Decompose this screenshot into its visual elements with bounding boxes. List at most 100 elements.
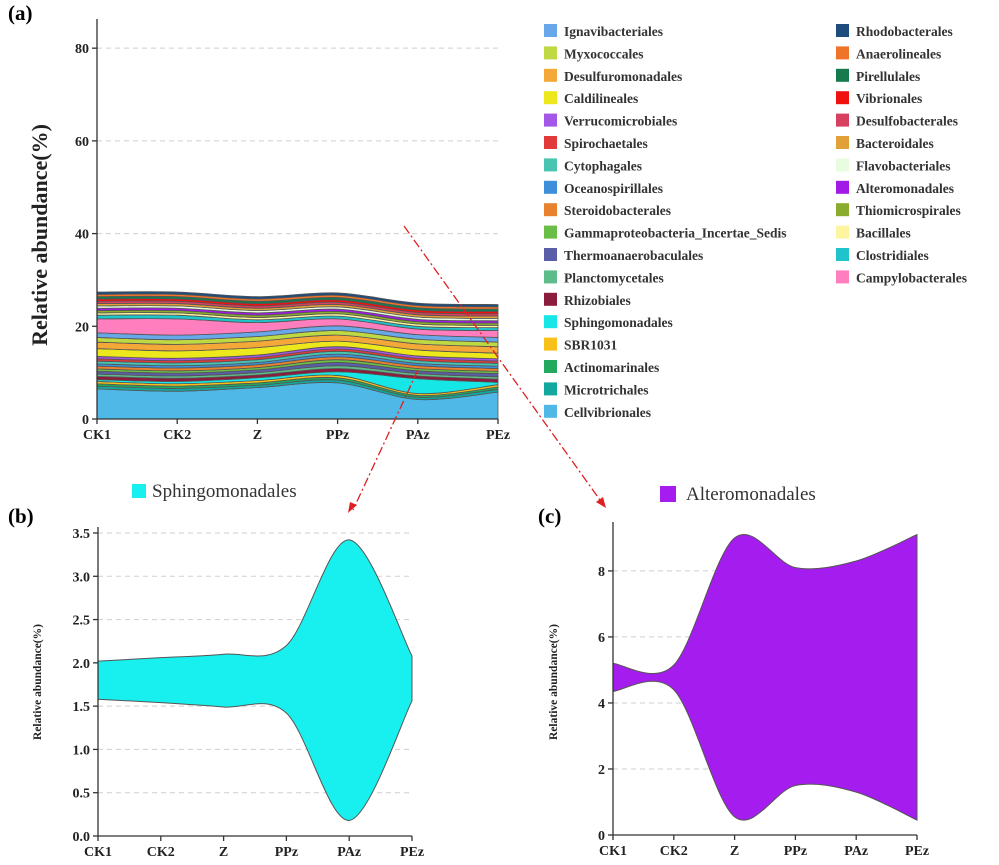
y-tick-label: 0 <box>598 829 605 844</box>
y-tick-label: 1.5 <box>73 700 91 715</box>
x-tick-label-paz: PAz <box>844 844 868 859</box>
chart-b-title-swatch <box>132 484 146 498</box>
x-tick-label-paz: PAz <box>337 845 361 860</box>
y-tick-label: 20 <box>75 320 89 335</box>
legend-label-vibrionales: Vibrionales <box>856 91 922 106</box>
y-tick-label: 2 <box>598 763 605 778</box>
legend-swatch-campylobacterales <box>836 270 849 284</box>
legend-swatch-verrucomicrobiales <box>544 113 557 127</box>
legend-swatch-planctomycetales <box>544 270 557 284</box>
legend-label-spirochaetales: Spirochaetales <box>564 136 648 151</box>
arrow-head-c <box>596 497 606 508</box>
arrow-to-panel-b <box>352 369 419 511</box>
legend-label-gammaproteobacteria-incertae-sedis: Gammaproteobacteria_Incertae_Sedis <box>564 226 786 241</box>
chart-b-title: Sphingomonadales <box>152 481 297 502</box>
legend-swatch-oceanospirillales <box>544 180 557 194</box>
chart-a-areas <box>96 291 499 420</box>
legend-label-alteromonadales: Alteromonadales <box>856 181 954 196</box>
y-tick-label: 1.0 <box>73 743 91 758</box>
x-tick-label-ppz: PPz <box>326 428 349 443</box>
stacked-area-chart-a: 0 20 40 60 80 CK1 CK2 Z PPz PAz PEz Relative abund… <box>27 19 510 443</box>
y-tick-label: 0.5 <box>73 787 91 802</box>
chart-b-axes: 0.0 0.5 1.0 1.5 2.0 2.5 3.0 3.5 CK1 CK2 Z PPz PAz PEz <box>73 527 424 860</box>
legend-swatch-rhodobacterales <box>836 24 849 37</box>
legend-label-rhodobacterales: Rhodobacterales <box>856 24 953 39</box>
legend-swatch-desulfobacterales <box>836 113 849 127</box>
chart-c-title: Alteromonadales <box>686 484 816 505</box>
band-chart-c: Alteromonadales 0 2 4 6 8 CK1 CK2 Z PPz PAz PEz Re… <box>548 484 929 859</box>
legend-swatch-myxococcales <box>544 46 557 60</box>
legend-label-steroidobacterales: Steroidobacterales <box>564 203 671 218</box>
legend-swatch-vibrionales <box>836 91 849 105</box>
y-tick-label: 6 <box>598 631 605 646</box>
callout-arrows <box>348 225 606 513</box>
legend-swatch-actinomarinales <box>544 360 557 373</box>
panel-c-label: (c) <box>538 504 561 528</box>
legend-label-oceanospirillales: Oceanospirillales <box>564 181 663 196</box>
x-tick-label-pez: PEz <box>400 845 424 860</box>
legend-swatch-sbr1031 <box>544 337 557 351</box>
arrow-head-b <box>348 502 357 513</box>
legend-swatch-bacillales <box>836 225 849 239</box>
legend-swatch-rhizobiales <box>544 292 557 306</box>
legend-label-campylobacterales: Campylobacterales <box>856 270 967 285</box>
legend-swatch-flavobacteriales <box>836 158 849 172</box>
y-tick-label: 2.5 <box>73 614 91 629</box>
legend-swatch-caldilineales <box>544 91 557 105</box>
x-tick-label-ck1: CK1 <box>84 845 112 860</box>
x-tick-label-ppz: PPz <box>784 844 807 859</box>
chart-a-grid <box>97 47 498 327</box>
x-tick-label-ck2: CK2 <box>163 428 191 443</box>
y-tick-label: 0.0 <box>73 830 91 845</box>
band-alteromonadales <box>612 533 918 821</box>
legend-label-clostridiales: Clostridiales <box>856 248 929 263</box>
x-tick-label-z: Z <box>219 845 228 860</box>
legend-label-verrucomicrobiales: Verrucomicrobiales <box>564 114 677 129</box>
legend-swatch-steroidobacterales <box>544 203 557 217</box>
legend-label-desulfuromonadales: Desulfuromonadales <box>564 69 682 84</box>
legend-label-myxococcales: Myxococcales <box>564 46 643 61</box>
chart-c-axes: 0 2 4 6 8 CK1 CK2 Z PPz PAz PEz <box>598 522 929 859</box>
legend-swatch-pirellulales <box>836 68 849 82</box>
legend-label-pirellulales: Pirellulales <box>856 69 920 84</box>
legend-swatch-clostridiales <box>836 248 849 261</box>
legend-label-cellvibrionales: Cellvibrionales <box>564 405 651 420</box>
legend-label-rhizobiales: Rhizobiales <box>564 293 631 308</box>
legend-label-desulfobacterales: Desulfobacterales <box>856 114 958 129</box>
legend-swatch-sphingomonadales <box>544 315 557 329</box>
x-tick-label-pez: PEz <box>905 844 929 859</box>
legend-swatch-bacteroidales <box>836 136 849 149</box>
x-tick-label-ck1: CK1 <box>599 844 627 859</box>
y-tick-label: 2.0 <box>73 657 91 672</box>
legend-label-flavobacteriales: Flavobacteriales <box>856 158 950 173</box>
legend-label-microtrichales: Microtrichales <box>564 382 648 397</box>
x-tick-label-z: Z <box>253 428 262 443</box>
legend-swatch-alteromonadales <box>836 180 849 194</box>
legend-label-caldilineales: Caldilineales <box>564 91 638 106</box>
legend-swatch-thermoanaerobaculales <box>544 248 557 261</box>
legend-label-thiomicrospirales: Thiomicrospirales <box>856 203 961 218</box>
legend-label-sbr1031: SBR1031 <box>564 338 618 353</box>
legend-swatch-cytophagales <box>544 158 557 172</box>
panel-b-label: (b) <box>8 504 34 528</box>
y-tick-label: 3.5 <box>73 527 91 542</box>
legend-swatch-thiomicrospirales <box>836 203 849 217</box>
chart-b-y-axis-label: Relative abundance(%) <box>32 624 44 740</box>
chart-a-legend: Ignavibacteriales Myxococcales Desulfuromo… <box>544 24 967 420</box>
y-tick-label: 4 <box>598 697 605 712</box>
x-tick-label-ck2: CK2 <box>147 845 175 860</box>
legend-label-bacteroidales: Bacteroidales <box>856 136 934 151</box>
chart-a-axes: 0 20 40 60 80 CK1 CK2 Z PPz PAz PEz <box>75 19 510 443</box>
legend-swatch-gammaproteobacteria-incertae-sedis <box>544 225 557 239</box>
y-tick-label: 8 <box>598 565 605 580</box>
legend-swatch-anaerolineales <box>836 46 849 60</box>
chart-a-y-axis-label: Relative abundance(%) <box>27 124 52 346</box>
legend-label-sphingomonadales: Sphingomonadales <box>564 315 673 330</box>
legend-label-bacillales: Bacillales <box>856 226 911 241</box>
legend-swatch-ignavibacteriales <box>544 24 557 37</box>
legend-label-cytophagales: Cytophagales <box>564 158 642 173</box>
y-tick-label: 60 <box>75 135 89 150</box>
x-tick-label-ppz: PPz <box>275 845 298 860</box>
legend-label-thermoanaerobaculales: Thermoanaerobaculales <box>564 248 703 263</box>
